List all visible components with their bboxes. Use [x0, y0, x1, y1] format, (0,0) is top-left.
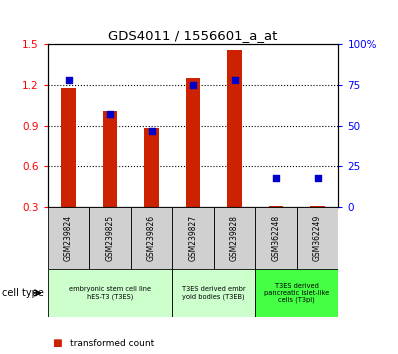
FancyBboxPatch shape	[172, 269, 255, 317]
Point	[231, 77, 238, 83]
Bar	[144, 129, 159, 207]
Point	[148, 128, 155, 133]
Text: T3ES derived embr
yoid bodies (T3EB): T3ES derived embr yoid bodies (T3EB)	[182, 286, 246, 300]
Text: embryonic stem cell line
hES-T3 (T3ES): embryonic stem cell line hES-T3 (T3ES)	[69, 286, 151, 300]
FancyBboxPatch shape	[131, 207, 172, 269]
Text: GSM362248: GSM362248	[271, 215, 281, 261]
FancyBboxPatch shape	[48, 269, 172, 317]
FancyBboxPatch shape	[214, 207, 255, 269]
Point	[65, 77, 72, 83]
Bar	[310, 206, 325, 207]
Point	[190, 82, 196, 88]
Text: T3ES derived
pancreatic islet-like
cells (T3pi): T3ES derived pancreatic islet-like cells…	[264, 283, 330, 303]
Bar	[186, 78, 200, 207]
FancyBboxPatch shape	[48, 207, 89, 269]
Bar	[269, 206, 283, 207]
Text: GSM362249: GSM362249	[313, 215, 322, 261]
FancyBboxPatch shape	[297, 207, 338, 269]
Bar	[61, 88, 76, 207]
FancyBboxPatch shape	[172, 207, 214, 269]
Text: GSM239828: GSM239828	[230, 215, 239, 261]
Point	[273, 175, 279, 181]
Text: GSM239825: GSM239825	[105, 215, 115, 261]
Text: GSM239827: GSM239827	[189, 215, 197, 261]
FancyBboxPatch shape	[255, 269, 338, 317]
Text: cell type: cell type	[2, 288, 44, 298]
Text: GSM239824: GSM239824	[64, 215, 73, 261]
FancyBboxPatch shape	[255, 207, 297, 269]
Title: GDS4011 / 1556601_a_at: GDS4011 / 1556601_a_at	[108, 29, 278, 42]
Text: ■: ■	[52, 338, 61, 348]
Bar	[103, 111, 117, 207]
FancyBboxPatch shape	[89, 207, 131, 269]
Text: GSM239826: GSM239826	[147, 215, 156, 261]
Point	[107, 112, 113, 117]
Point	[314, 175, 321, 181]
Text: transformed count: transformed count	[70, 339, 154, 348]
Bar	[227, 50, 242, 207]
